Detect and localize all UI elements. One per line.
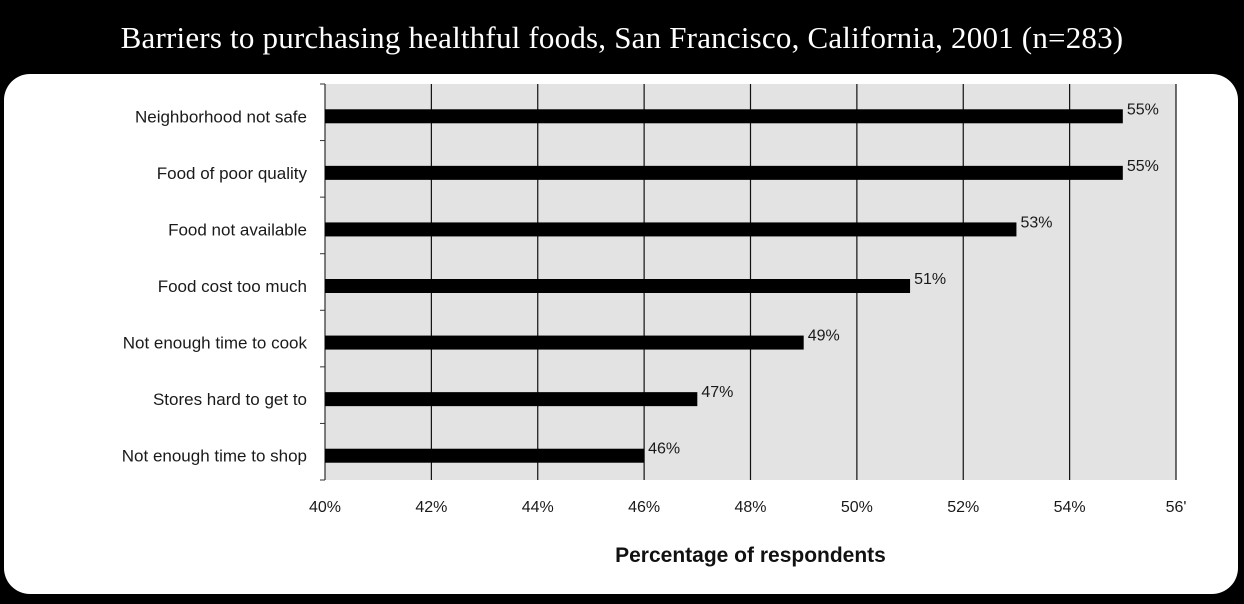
- bar: [325, 392, 698, 407]
- data-label: 55%: [1127, 101, 1159, 118]
- category-label: Stores hard to get to: [153, 390, 307, 409]
- data-label: 46%: [648, 441, 680, 458]
- category-label: Food of poor quality: [157, 164, 308, 183]
- data-label: 49%: [808, 328, 840, 345]
- category-label: Neighborhood not safe: [135, 107, 307, 126]
- bar: [325, 109, 1123, 124]
- x-tick-label: 46%: [628, 499, 660, 516]
- data-label: 47%: [701, 384, 733, 401]
- category-label: Food not available: [168, 220, 307, 239]
- bar: [325, 335, 804, 350]
- data-label: 53%: [1020, 214, 1052, 231]
- bar: [325, 279, 911, 293]
- x-tick-label: 40%: [309, 499, 341, 516]
- x-axis-ticks: 40% 42% 44% 46% 48% 50% 52% 54% 56': [309, 499, 1186, 516]
- bar-chart: Neighborhood not safe Food of poor qualit…: [122, 83, 1186, 567]
- x-tick-label: 54%: [1054, 499, 1086, 516]
- bar: [325, 165, 1123, 180]
- category-labels: Neighborhood not safe Food of poor qualit…: [122, 107, 308, 465]
- x-tick-label: 56': [1166, 499, 1187, 516]
- bars: [325, 109, 1123, 463]
- category-label: Not enough time to shop: [122, 447, 307, 466]
- category-label: Not enough time to cook: [123, 334, 308, 353]
- category-label: Food cost too much: [158, 277, 307, 296]
- x-axis-title: Percentage of respondents: [615, 544, 886, 567]
- chart-title: Barriers to purchasing healthful foods, …: [120, 20, 1124, 55]
- x-tick-label: 44%: [522, 499, 554, 516]
- bar: [325, 222, 1017, 237]
- y-axis: [320, 83, 326, 481]
- x-tick-label: 42%: [415, 499, 447, 516]
- x-tick-label: 52%: [947, 499, 979, 516]
- bar: [325, 448, 645, 463]
- x-tick-label: 48%: [734, 499, 766, 516]
- data-label: 51%: [914, 271, 946, 288]
- x-tick-label: 50%: [841, 499, 873, 516]
- chart-panel: Neighborhood not safe Food of poor qualit…: [4, 74, 1238, 594]
- data-labels: 55% 55% 53% 51% 49% 47% 46%: [648, 101, 1159, 457]
- data-label: 55%: [1127, 158, 1159, 175]
